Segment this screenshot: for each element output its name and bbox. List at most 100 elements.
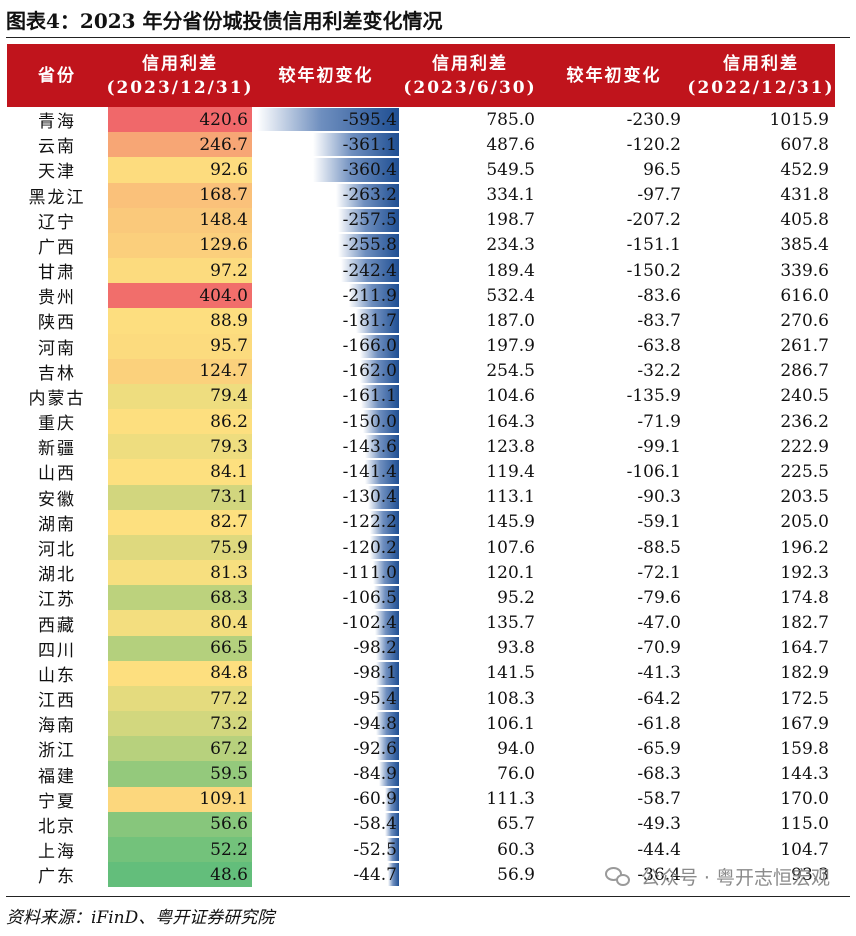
table-row: 重庆 86.2 -150.0 164.3 -71.9 236.2 <box>7 409 835 435</box>
table-row: 辽宁 148.4 -257.5 198.7 -207.2 405.8 <box>7 207 835 233</box>
change-ytd-cell: -47.0 <box>541 610 687 635</box>
header-spread-2023-12-31: 信用利差 (2023/12/31) <box>106 44 254 107</box>
cell-value: 84.1 <box>210 461 248 482</box>
cell-value: 404.0 <box>199 285 248 306</box>
change-ytd-bar-cell: -143.6 <box>253 434 399 459</box>
cell-value: -60.9 <box>353 789 397 810</box>
header-text: (2023/12/31) <box>106 77 254 98</box>
table-header: 省份 信用利差 (2023/12/31) 较年初变化 信用利差 (2023/6/30) 较年… <box>7 44 835 107</box>
header-text: 较年初变化 <box>566 65 662 86</box>
source-note: 资料来源：iFinD、粤开证券研究院 <box>6 908 275 928</box>
cell-value: 148.4 <box>199 210 248 231</box>
cell-value: 141.5 <box>486 663 535 684</box>
watermark: 公众号 · 粤开志恒宏观 <box>604 863 830 890</box>
cell-value: 616.0 <box>780 285 829 306</box>
change-bar <box>336 183 399 207</box>
spread-2022-12-31-cell: 339.6 <box>687 258 835 283</box>
table-row: 海南 73.2 -94.8 106.1 -61.8 167.9 <box>7 711 835 737</box>
province-cell: 山西 <box>7 459 107 484</box>
cell-value: -106.5 <box>342 587 397 608</box>
spread-2023-6-30-cell: 65.7 <box>399 812 541 837</box>
change-ytd-cell: -64.2 <box>541 686 687 711</box>
spread-2022-12-31-cell: 616.0 <box>687 283 835 308</box>
cell-value: 60.3 <box>497 839 535 860</box>
spread-2022-12-31-cell: 261.7 <box>687 334 835 359</box>
change-bar <box>376 686 399 711</box>
spread-2023-12-31-cell: 84.8 <box>107 660 253 686</box>
cell-value: 129.6 <box>199 235 248 256</box>
cell-value: 吉林 <box>38 363 76 384</box>
cell-value: 107.6 <box>486 537 535 558</box>
table-row: 云南 246.7 -361.1 487.6 -120.2 607.8 <box>7 132 835 158</box>
change-ytd-bar-cell: -255.8 <box>253 233 399 258</box>
spread-2022-12-31-cell: 205.0 <box>687 510 835 535</box>
province-cell: 内蒙古 <box>7 384 107 409</box>
table-row: 内蒙古 79.4 -161.1 104.6 -135.9 240.5 <box>7 383 835 410</box>
province-cell: 广东 <box>7 862 107 887</box>
cell-value: 167.9 <box>780 713 829 734</box>
spread-2023-6-30-cell: 135.7 <box>399 610 541 635</box>
cell-value: 河南 <box>38 338 76 359</box>
change-ytd-bar-cell: -161.1 <box>253 384 399 409</box>
cell-value: 四川 <box>38 640 76 661</box>
cell-value: -61.8 <box>637 713 681 734</box>
cell-value: 420.6 <box>199 109 248 130</box>
cell-value: -44.4 <box>637 839 681 860</box>
cell-value: -44.7 <box>353 864 397 885</box>
table-row: 四川 66.5 -98.2 93.8 -70.9 164.7 <box>7 635 835 661</box>
cell-value: 182.9 <box>780 663 829 684</box>
cell-value: 164.3 <box>486 411 535 432</box>
spread-2022-12-31-cell: 240.5 <box>687 384 835 409</box>
change-ytd-bar-cell: -60.9 <box>253 787 399 812</box>
spread-2023-12-31-cell: 75.9 <box>107 534 253 561</box>
spread-2023-12-31-cell: 124.7 <box>107 358 253 384</box>
change-ytd-cell: -106.1 <box>541 459 687 484</box>
cell-value: 182.7 <box>780 613 829 634</box>
spread-2023-6-30-cell: 95.2 <box>399 585 541 610</box>
province-cell: 黑龙江 <box>7 183 107 208</box>
cell-value: 75.9 <box>210 537 248 558</box>
cell-value: -263.2 <box>342 185 397 206</box>
spread-2023-12-31-cell: 66.5 <box>107 635 253 661</box>
cell-value: -230.9 <box>626 109 681 130</box>
cell-value: 246.7 <box>199 134 248 155</box>
spread-2022-12-31-cell: 203.5 <box>687 485 835 510</box>
cell-value: 82.7 <box>210 512 248 533</box>
cell-value: 334.1 <box>486 185 535 206</box>
spread-2023-12-31-cell: 77.2 <box>107 685 253 712</box>
change-ytd-cell: 96.5 <box>541 157 687 182</box>
table-row: 浙江 67.2 -92.6 94.0 -65.9 159.8 <box>7 736 835 762</box>
header-text: (2023/6/30) <box>403 77 537 98</box>
table-row: 山东 84.8 -98.1 141.5 -41.3 182.9 <box>7 660 835 686</box>
table-row: 湖南 82.7 -122.2 145.9 -59.1 205.0 <box>7 509 835 535</box>
province-cell: 天津 <box>7 157 107 182</box>
cell-value: -88.5 <box>637 537 681 558</box>
change-ytd-cell: -151.1 <box>541 233 687 258</box>
spread-2022-12-31-cell: 1015.9 <box>687 107 835 132</box>
cell-value: 487.6 <box>486 134 535 155</box>
spread-2023-12-31-cell: 82.7 <box>107 509 253 535</box>
cell-value: 198.7 <box>486 210 535 231</box>
cell-value: -181.7 <box>342 310 397 331</box>
change-bar <box>385 812 399 836</box>
cell-value: 113.1 <box>486 487 535 508</box>
header-text: 信用利差 <box>142 53 218 74</box>
province-cell: 甘肃 <box>7 258 107 283</box>
cell-value: -71.9 <box>637 411 681 432</box>
table-row: 湖北 81.3 -111.0 120.1 -72.1 192.3 <box>7 560 835 586</box>
spread-2022-12-31-cell: 225.5 <box>687 459 835 484</box>
spread-2023-6-30-cell: 60.3 <box>399 837 541 862</box>
cell-value: 170.0 <box>780 789 829 810</box>
spread-2023-6-30-cell: 785.0 <box>399 107 541 132</box>
cell-value: 84.8 <box>210 663 248 684</box>
spread-2022-12-31-cell: 196.2 <box>687 535 835 560</box>
province-cell: 陕西 <box>7 308 107 333</box>
header-spread-2022-12-31: 信用利差 (2022/12/31) <box>687 44 835 107</box>
province-cell: 贵州 <box>7 283 107 308</box>
cell-value: 405.8 <box>780 210 829 231</box>
province-cell: 北京 <box>7 812 107 837</box>
province-cell: 西藏 <box>7 610 107 636</box>
change-ytd-cell: -135.9 <box>541 384 687 409</box>
header-text: 信用利差 <box>432 53 508 74</box>
cell-value: 湖南 <box>38 514 76 535</box>
